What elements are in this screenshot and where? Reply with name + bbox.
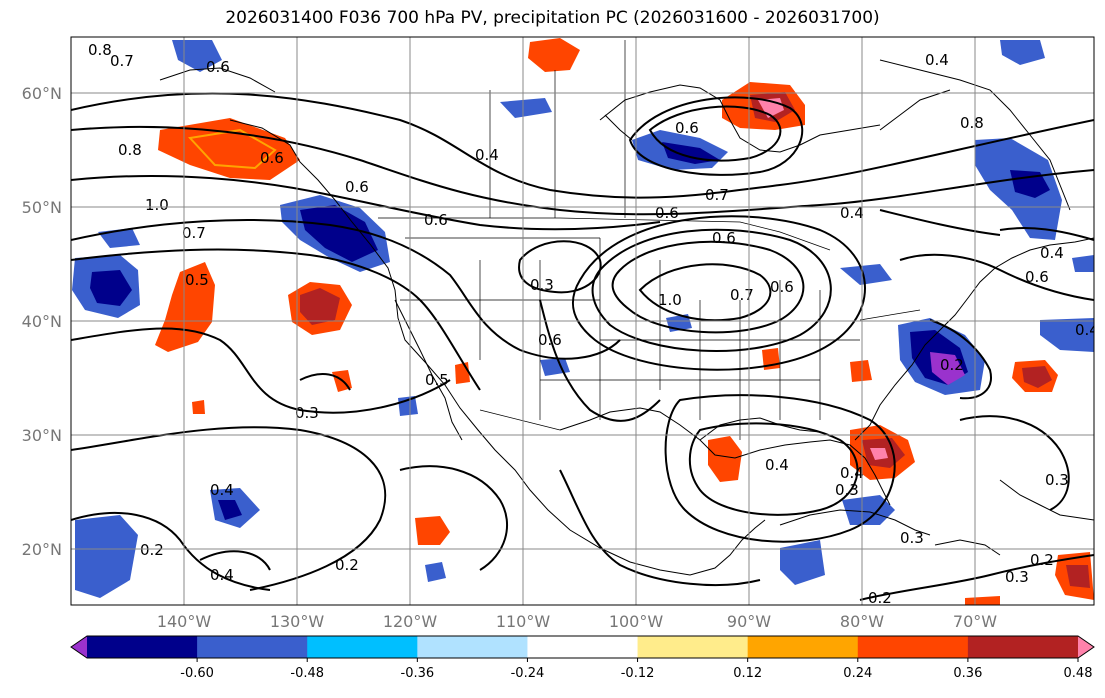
lon-label: 130°W xyxy=(270,612,325,631)
contour-label: 0.3 xyxy=(835,481,859,499)
map-area: 0.8 0.7 0.6 0.8 0.4 0.6 0.6 0.7 0.6 0.4 … xyxy=(71,37,1099,607)
lon-label: 100°W xyxy=(609,612,664,631)
colorbar-tick-label: 0.36 xyxy=(953,666,982,681)
contour-labels: 0.8 0.7 0.6 0.8 0.4 0.6 0.6 0.7 0.6 0.4 … xyxy=(88,41,1099,607)
colorbar-segment xyxy=(307,636,418,658)
contour-label: 0.4 xyxy=(475,146,499,164)
lon-label: 120°W xyxy=(383,612,438,631)
colorbar-tick-label: 0.24 xyxy=(843,666,872,681)
colorbar-tick-label: -0.48 xyxy=(290,666,324,681)
contour-label: 0.6 xyxy=(260,149,284,167)
contour-label: 0.8 xyxy=(88,41,112,59)
gridlines xyxy=(71,37,1094,605)
contour-label: 0.6 xyxy=(206,58,230,76)
precip-shading xyxy=(72,38,1094,605)
colorbar-segment xyxy=(857,636,969,658)
contour-label: 0.7 xyxy=(110,52,134,70)
lon-label: 80°W xyxy=(840,612,884,631)
colorbar-tick-label: -0.12 xyxy=(621,666,655,681)
contour-label: 0.4 xyxy=(840,464,864,482)
contour-label: 0.3 xyxy=(900,529,924,547)
contour-label: 0.2 xyxy=(940,356,964,374)
lon-label: 90°W xyxy=(727,612,771,631)
contour-label: 0.7 xyxy=(182,224,206,242)
colorbar-tick-label: 0.48 xyxy=(1064,666,1093,681)
lat-label: 20°N xyxy=(22,540,62,559)
contour-label: 0.2 xyxy=(1030,551,1054,569)
contour-label: 0.2 xyxy=(335,556,359,574)
contour-label: 0.6 xyxy=(345,178,369,196)
pv-contours xyxy=(71,92,1094,601)
colorbar-segment xyxy=(197,636,308,658)
lat-label: 50°N xyxy=(22,198,62,217)
colorbar: -0.60 -0.48 -0.36 -0.24 -0.12 0.12 0.24 0.36 0.4… xyxy=(70,635,1095,681)
map-frame xyxy=(70,36,1095,606)
colorbar-tick-label: -0.60 xyxy=(180,666,214,681)
contour-label: 0.6 xyxy=(1025,268,1049,286)
contour-label: 0.8 xyxy=(960,114,984,132)
contour-label: 0.4 xyxy=(925,51,949,69)
contour-label: 0.4 xyxy=(1040,244,1064,262)
contour-label: 0.4 xyxy=(765,456,789,474)
contour-label: 0.6 xyxy=(538,331,562,349)
colorbar-extend-high xyxy=(1078,636,1094,658)
contour-label: 0.2 xyxy=(140,541,164,559)
contour-label: 1.0 xyxy=(658,291,682,309)
contour-label: 0.3 xyxy=(1045,471,1069,489)
map-title: 2026031400 F036 700 hPa PV, precipitatio… xyxy=(225,8,880,28)
latitude-labels: 60°N 50°N 40°N 30°N 20°N xyxy=(22,84,62,559)
contour-label: 0.6 xyxy=(424,211,448,229)
longitude-labels: 140°W 130°W 120°W 110°W 100°W 90°W 80°W … xyxy=(157,612,997,631)
contour-label: 0.6 xyxy=(675,119,699,137)
contour-label: 0.3 xyxy=(295,404,319,422)
colorbar-segment xyxy=(967,636,1079,658)
contour-label: 0.4 xyxy=(1075,321,1099,339)
colorbar-outline xyxy=(70,635,1095,659)
lon-label: 140°W xyxy=(157,612,212,631)
contour-label: 0.8 xyxy=(118,141,142,159)
contour-label: 0.7 xyxy=(730,286,754,304)
colorbar-tick-label: -0.24 xyxy=(511,666,545,681)
contour-label: 1.0 xyxy=(145,196,169,214)
lat-label: 30°N xyxy=(22,426,62,445)
colorbar-segment xyxy=(747,636,859,658)
lon-label: 70°W xyxy=(953,612,997,631)
contour-label: 0.2 xyxy=(868,589,892,607)
contour-label: 0.4 xyxy=(210,566,234,584)
contour-label: 0.5 xyxy=(425,371,449,389)
contour-label: 0.5 xyxy=(185,271,209,289)
colorbar-segment xyxy=(637,636,749,658)
colorbar-segment xyxy=(87,636,198,658)
colorbar-segment xyxy=(417,636,528,658)
coastlines xyxy=(159,59,1094,576)
lat-label: 40°N xyxy=(22,312,62,331)
colorbar-extend-low xyxy=(71,636,87,658)
contour-label: 0.6 xyxy=(655,204,679,222)
contour-label: 0.4 xyxy=(210,481,234,499)
lat-label: 60°N xyxy=(22,84,62,103)
contour-label: 0.4 xyxy=(840,204,864,222)
colorbar-tick-label: 0.12 xyxy=(733,666,762,681)
contour-label: 0.7 xyxy=(705,186,729,204)
contour-label: 0.6 xyxy=(712,229,736,247)
contour-label: 0.3 xyxy=(1005,568,1029,586)
contour-label: 0.6 xyxy=(770,278,794,296)
contour-label: 0.3 xyxy=(530,276,554,294)
colorbar-segment xyxy=(527,636,639,658)
lon-label: 110°W xyxy=(496,612,551,631)
colorbar-tick-label: -0.36 xyxy=(401,666,435,681)
